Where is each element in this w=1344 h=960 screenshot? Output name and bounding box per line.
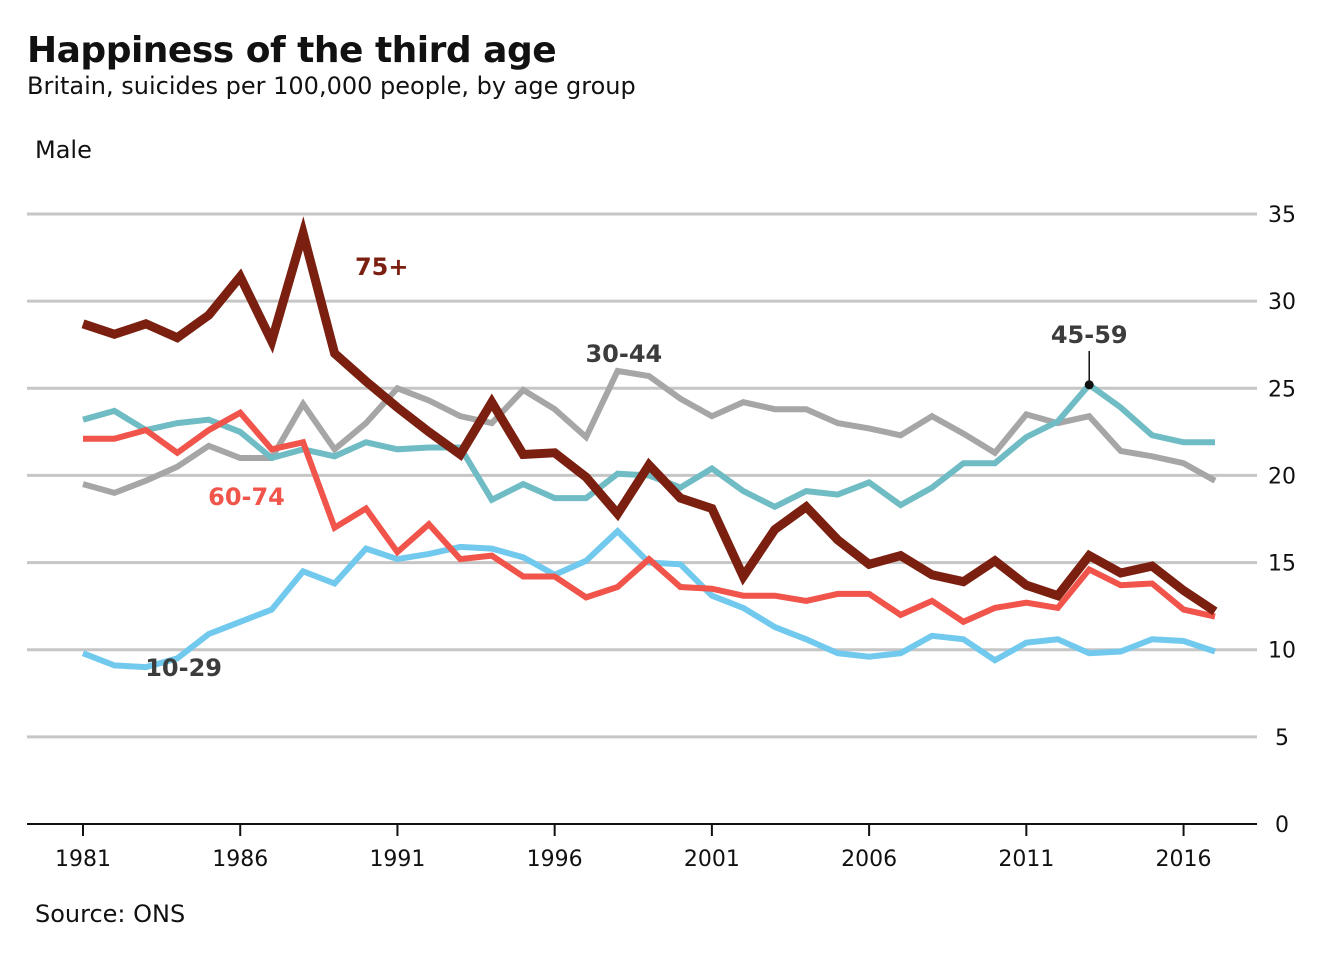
gridlines bbox=[27, 212, 1257, 739]
series-line-45-59 bbox=[82, 380, 1215, 511]
x-tick-label: 1996 bbox=[527, 847, 583, 872]
series-line-60-74 bbox=[83, 408, 1216, 626]
y-tick-label: 5 bbox=[1275, 726, 1289, 751]
series-label-10-29: 10-29 bbox=[145, 654, 222, 682]
series-lines bbox=[81, 216, 1218, 671]
series-label-30-44: 30-44 bbox=[585, 340, 662, 368]
y-tick-label: 20 bbox=[1268, 464, 1296, 489]
x-tick-label: 2006 bbox=[841, 847, 897, 872]
chart-subtitle: Britain, suicides per 100,000 people, by… bbox=[27, 72, 636, 100]
series-line-10-29 bbox=[81, 527, 1216, 671]
source-note: Source: ONS bbox=[35, 900, 186, 928]
x-tick-label: 2016 bbox=[1156, 847, 1212, 872]
panel-label: Male bbox=[35, 136, 92, 164]
series-label-60-74: 60-74 bbox=[208, 483, 285, 511]
x-tick-label: 2011 bbox=[998, 847, 1054, 872]
y-tick-label: 35 bbox=[1268, 203, 1296, 228]
y-tick-label: 25 bbox=[1268, 377, 1296, 402]
y-tick-label: 0 bbox=[1275, 813, 1289, 838]
y-tick-label: 10 bbox=[1268, 639, 1296, 664]
chart-title: Happiness of the third age bbox=[27, 30, 557, 71]
y-axis: 0 5 10 15 20 25 30 35 bbox=[1268, 203, 1296, 838]
y-tick-label: 30 bbox=[1268, 290, 1296, 315]
series-line-75+ bbox=[81, 216, 1218, 616]
annotation-pointer-dot bbox=[1084, 380, 1094, 390]
x-axis: 1981 1986 1991 1996 2001 2006 2011 2016 bbox=[27, 823, 1257, 872]
y-tick-label: 15 bbox=[1268, 552, 1296, 577]
annotations: 75+ 30-44 45-59 60-74 10-29 bbox=[145, 253, 1127, 682]
x-tick-label: 1986 bbox=[212, 847, 268, 872]
x-tick-label: 1991 bbox=[369, 847, 425, 872]
series-label-45-59: 45-59 bbox=[1051, 321, 1128, 349]
x-tick-label: 2001 bbox=[684, 847, 740, 872]
x-tick-label: 1981 bbox=[55, 847, 111, 872]
series-label-75+: 75+ bbox=[355, 253, 409, 281]
